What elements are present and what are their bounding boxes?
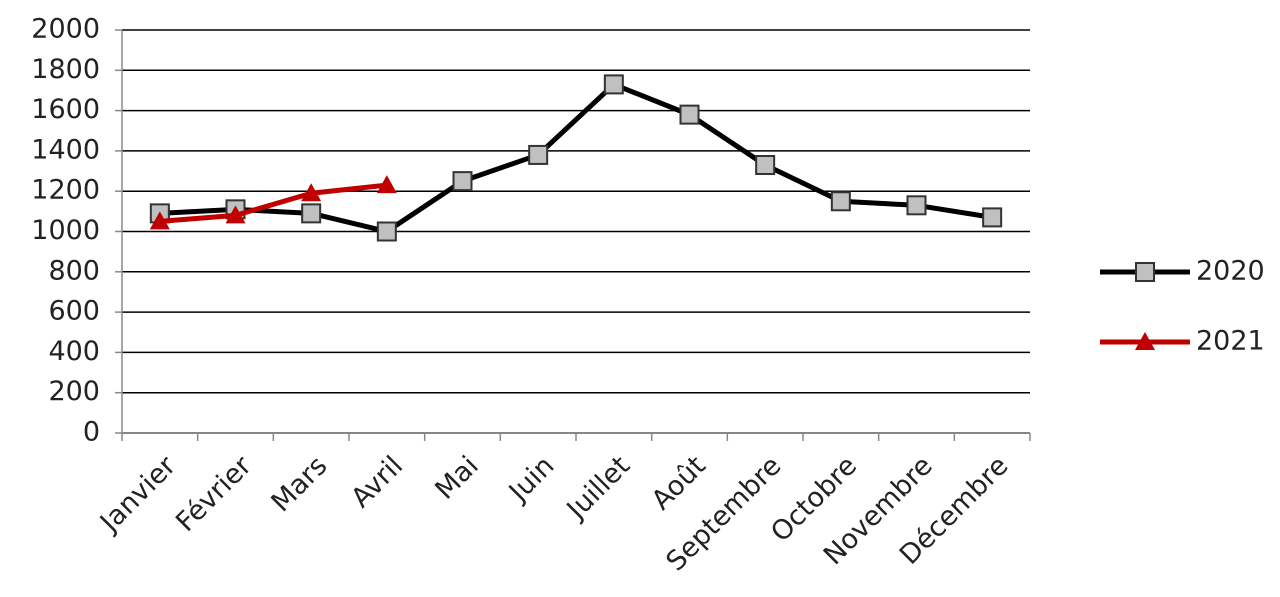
x-tick-label: Juin bbox=[502, 450, 560, 508]
y-tick-label: 400 bbox=[48, 336, 100, 367]
point bbox=[301, 203, 322, 224]
point bbox=[301, 183, 322, 202]
y-tick-label: 1400 bbox=[31, 134, 100, 165]
y-tick-label: 800 bbox=[48, 255, 100, 286]
y-tick-label: 600 bbox=[48, 296, 100, 327]
point bbox=[982, 207, 1003, 228]
legend-label: 2020 bbox=[1196, 256, 1265, 287]
point bbox=[755, 155, 776, 176]
series-line bbox=[159, 182, 388, 224]
y-tick-label: 1600 bbox=[31, 94, 100, 125]
series-line bbox=[159, 81, 993, 234]
x-tick-label: Mai bbox=[429, 450, 484, 505]
y-tick-label: 200 bbox=[48, 376, 100, 407]
point bbox=[376, 221, 397, 242]
y-tick-label: 2000 bbox=[31, 14, 100, 45]
y-tick-label: 1000 bbox=[31, 215, 100, 246]
x-tick-label: Avril bbox=[345, 450, 409, 514]
x-tick-label: Février bbox=[170, 450, 258, 538]
y-tick-label: 1800 bbox=[31, 54, 100, 85]
point bbox=[149, 211, 170, 230]
point bbox=[225, 205, 246, 224]
legend-marker bbox=[1135, 332, 1155, 350]
legend-label: 2021 bbox=[1196, 326, 1265, 357]
point bbox=[830, 191, 851, 212]
point bbox=[452, 171, 473, 192]
point bbox=[376, 175, 397, 194]
x-tick-label: Juillet bbox=[560, 450, 636, 526]
legend-marker bbox=[1135, 262, 1155, 282]
point bbox=[906, 195, 927, 216]
y-tick-label: 0 bbox=[83, 417, 100, 448]
x-tick-label: Janvier bbox=[93, 450, 183, 540]
point bbox=[679, 104, 700, 125]
y-tick-label: 1200 bbox=[31, 175, 100, 206]
point bbox=[603, 74, 624, 95]
x-tick-label: Mars bbox=[266, 450, 334, 518]
x-tick-label: Août bbox=[646, 450, 712, 516]
point bbox=[528, 144, 549, 165]
